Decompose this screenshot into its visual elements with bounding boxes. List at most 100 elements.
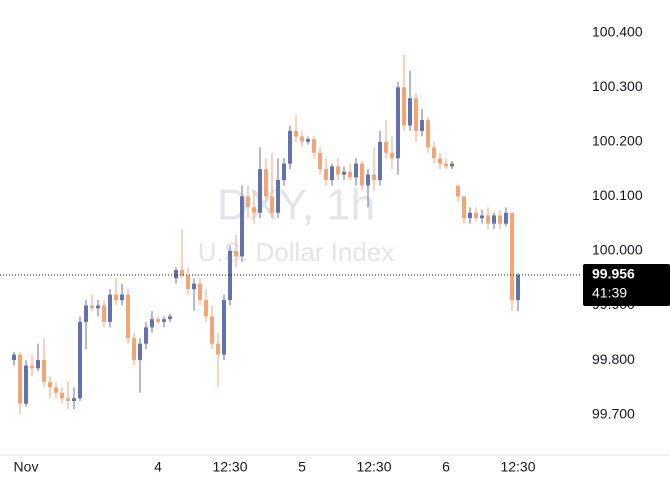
candle-body	[372, 174, 376, 181]
candle-body	[444, 163, 448, 167]
candle-body	[186, 275, 190, 290]
candle-body	[210, 316, 214, 344]
y-tick-label: 100.300	[592, 78, 643, 94]
candle-body	[390, 152, 394, 159]
candle-body	[480, 215, 484, 219]
candle-body	[102, 305, 106, 322]
candle-body	[324, 169, 328, 181]
candle-body	[174, 270, 178, 279]
candle-body	[84, 305, 88, 322]
candle-body	[330, 166, 334, 181]
candle-body	[474, 212, 478, 219]
candle-body	[402, 87, 406, 126]
candle-body	[498, 215, 502, 224]
candle-body	[492, 215, 496, 224]
candle-body	[450, 163, 454, 167]
candle-body	[348, 171, 352, 178]
candle-body	[504, 212, 508, 224]
candle-body	[384, 141, 388, 153]
candle-body	[306, 139, 310, 142]
candle-body	[48, 381, 52, 388]
last-price-label: 99.956	[592, 266, 635, 282]
candle-body	[180, 270, 184, 276]
candle-body	[318, 152, 322, 170]
candle-body	[222, 300, 226, 355]
candle-body	[240, 196, 244, 257]
candle-body	[12, 354, 16, 361]
candle-body	[408, 98, 412, 126]
candle-body	[30, 365, 34, 369]
x-tick-label: 5	[298, 459, 306, 475]
candle-body	[24, 365, 28, 404]
candle-body	[396, 87, 400, 159]
candle-body	[510, 212, 514, 301]
candle-body	[366, 174, 370, 186]
x-tick-label: 4	[154, 459, 162, 475]
candle-body	[300, 136, 304, 142]
candle-body	[216, 343, 220, 355]
y-tick-label: 100.100	[592, 187, 643, 203]
watermark-subtitle: U.S. Dollar Index	[198, 237, 395, 267]
candle-body	[78, 321, 82, 399]
y-tick-label: 100.200	[592, 133, 643, 149]
candle-body	[144, 327, 148, 344]
candle-body	[156, 319, 160, 322]
candle-body	[294, 130, 298, 137]
candle-body	[234, 250, 238, 257]
candle-body	[246, 196, 250, 208]
candle-body	[426, 120, 430, 148]
candle-body	[60, 392, 64, 399]
candle-body	[138, 343, 142, 361]
candle-body	[198, 283, 202, 301]
candle-body	[276, 180, 280, 213]
candle-body	[126, 294, 130, 339]
x-tick-label: 6	[442, 459, 450, 475]
y-tick-label: 100.000	[592, 242, 643, 258]
candle-body	[36, 360, 40, 369]
candle-body	[150, 319, 154, 328]
candle-body	[168, 316, 172, 320]
candle-body	[162, 319, 166, 322]
candle-body	[432, 147, 436, 159]
candle-body	[132, 338, 136, 361]
candle-body	[228, 250, 232, 301]
candle-body	[486, 215, 490, 224]
candle-body	[108, 294, 112, 322]
plot: 99.70099.80099.900100.000100.100100.2001…	[0, 23, 670, 475]
candle-body	[468, 212, 472, 219]
candle-body	[192, 283, 196, 290]
candle-body	[354, 163, 358, 178]
candle-body	[252, 207, 256, 213]
candle-body	[282, 163, 286, 181]
candle-body	[66, 398, 70, 401]
candle-body	[360, 163, 364, 186]
candle-body	[72, 398, 76, 401]
candle-body	[312, 139, 316, 153]
candle-body	[120, 294, 124, 301]
candle-body	[96, 305, 100, 309]
countdown-label: 41:39	[592, 285, 627, 301]
candle-body	[438, 158, 442, 164]
candle-body	[42, 360, 46, 382]
candle-body	[342, 171, 346, 175]
candle-body	[258, 169, 262, 213]
candle-body	[378, 141, 382, 181]
candle-body	[270, 196, 274, 213]
candle-body	[516, 274, 520, 301]
x-tick-label: 12:30	[500, 459, 535, 475]
candle-body	[54, 387, 58, 393]
x-tick-label: 12:30	[212, 459, 247, 475]
candle-body	[204, 300, 208, 317]
candle-body	[114, 294, 118, 301]
y-tick-label: 99.800	[592, 351, 635, 367]
candle-body	[336, 166, 340, 175]
x-tick-label: 12:30	[356, 459, 391, 475]
candle-body	[456, 185, 460, 197]
y-tick-label: 100.400	[592, 23, 643, 39]
candle-body	[18, 354, 22, 404]
candle-body	[414, 98, 418, 131]
candle-body	[288, 130, 292, 164]
